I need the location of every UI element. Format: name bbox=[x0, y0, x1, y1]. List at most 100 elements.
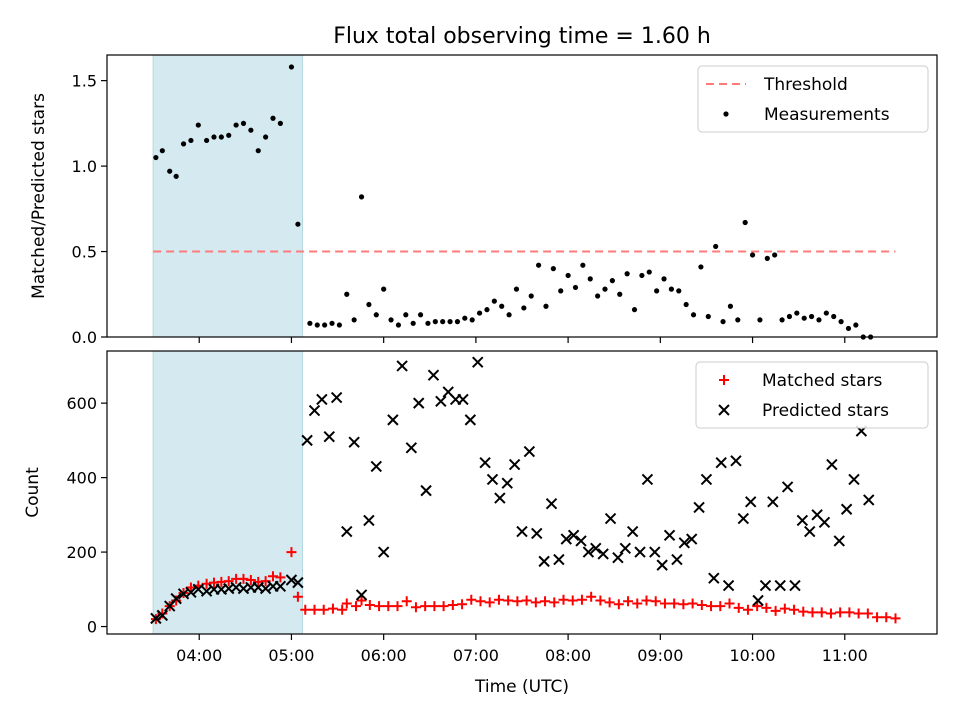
data-point bbox=[659, 598, 670, 609]
shaded-interval bbox=[152, 350, 304, 635]
data-point bbox=[204, 137, 210, 144]
data-point bbox=[300, 604, 311, 615]
data-point bbox=[153, 154, 159, 161]
count-panel: 0 200 400 600 04:00 05:00 06:00 07:00 08:00 09:00… bbox=[23, 350, 938, 665]
data-point bbox=[381, 286, 387, 292]
data-point bbox=[609, 278, 615, 284]
data-point bbox=[538, 555, 550, 568]
data-point bbox=[582, 546, 595, 558]
data-point bbox=[530, 597, 541, 608]
legend-label: Matched stars bbox=[762, 371, 882, 391]
data-point bbox=[632, 598, 643, 609]
data-point bbox=[318, 604, 329, 615]
legend-label: Predicted stars bbox=[762, 401, 889, 421]
data-point bbox=[454, 319, 461, 325]
data-point bbox=[192, 583, 205, 596]
data-point bbox=[604, 597, 615, 608]
data-point bbox=[156, 609, 169, 622]
data-point bbox=[438, 601, 449, 612]
data-point bbox=[774, 579, 786, 592]
data-point bbox=[619, 542, 631, 555]
data-point bbox=[613, 599, 624, 610]
data-point bbox=[363, 514, 375, 527]
data-point bbox=[587, 276, 593, 282]
x-tick-label: 10:00 bbox=[730, 646, 776, 665]
data-point bbox=[516, 525, 528, 538]
y-tick-label: 600 bbox=[66, 394, 97, 413]
data-point bbox=[506, 312, 512, 318]
data-point bbox=[373, 312, 379, 318]
data-point bbox=[476, 310, 483, 316]
data-point bbox=[752, 594, 764, 607]
data-point bbox=[277, 120, 283, 126]
data-point bbox=[808, 313, 815, 320]
data-point bbox=[344, 291, 350, 297]
legend-label: Threshold bbox=[763, 75, 848, 95]
data-point bbox=[355, 589, 368, 601]
legend: Matched stars Predicted stars bbox=[695, 361, 929, 429]
data-point bbox=[823, 310, 829, 316]
data-point bbox=[201, 578, 212, 589]
y-tick-label: 200 bbox=[66, 543, 97, 562]
data-point bbox=[440, 319, 446, 325]
data-point bbox=[211, 134, 217, 140]
data-point bbox=[358, 194, 365, 200]
data-point bbox=[641, 473, 654, 486]
data-point bbox=[218, 134, 224, 140]
y-tick-label: 0.0 bbox=[72, 328, 97, 347]
data-point bbox=[794, 310, 800, 316]
data-point bbox=[233, 122, 239, 128]
data-point bbox=[759, 579, 772, 592]
data-point bbox=[308, 404, 321, 417]
data-point bbox=[464, 414, 477, 426]
data-point bbox=[742, 219, 748, 226]
data-point bbox=[245, 575, 256, 586]
x-tick-label: 06:00 bbox=[361, 646, 407, 665]
data-point bbox=[543, 303, 549, 309]
data-point bbox=[417, 312, 424, 318]
data-point bbox=[749, 252, 756, 258]
data-point bbox=[405, 442, 418, 454]
data-point bbox=[745, 496, 757, 508]
y-tick-label: 0 bbox=[87, 618, 97, 637]
data-point bbox=[549, 597, 560, 608]
data-point bbox=[779, 603, 790, 614]
data-point bbox=[370, 460, 382, 473]
data-point bbox=[188, 137, 194, 144]
x-tick-label: 11:00 bbox=[822, 646, 868, 665]
data-point bbox=[705, 313, 711, 320]
data-point bbox=[309, 604, 320, 615]
data-point bbox=[612, 551, 624, 564]
data-point bbox=[513, 286, 520, 292]
data-point bbox=[770, 605, 781, 616]
data-point bbox=[668, 286, 675, 292]
data-point bbox=[159, 148, 165, 154]
data-point bbox=[713, 243, 719, 250]
data-point bbox=[295, 221, 301, 227]
data-point bbox=[560, 533, 572, 545]
data-point bbox=[804, 525, 816, 538]
plot-frame bbox=[106, 54, 938, 338]
data-point bbox=[789, 604, 800, 615]
data-point bbox=[185, 582, 196, 593]
data-point bbox=[301, 434, 313, 447]
series-predicted-stars bbox=[150, 356, 875, 625]
data-point bbox=[512, 596, 523, 607]
data-point bbox=[329, 320, 335, 326]
data-point bbox=[410, 320, 416, 326]
data-point bbox=[602, 286, 608, 292]
data-point bbox=[268, 571, 278, 582]
data-point bbox=[807, 607, 818, 618]
data-point bbox=[330, 391, 343, 404]
data-point bbox=[341, 598, 352, 609]
data-point bbox=[348, 436, 360, 448]
data-point bbox=[435, 395, 447, 407]
data-point bbox=[853, 608, 864, 619]
data-point bbox=[764, 255, 770, 261]
x-axis-label: Time (UTC) bbox=[474, 677, 569, 697]
data-point bbox=[195, 122, 201, 128]
data-point bbox=[575, 535, 587, 547]
data-point bbox=[550, 266, 556, 272]
data-point bbox=[890, 613, 901, 624]
data-point bbox=[818, 516, 831, 528]
